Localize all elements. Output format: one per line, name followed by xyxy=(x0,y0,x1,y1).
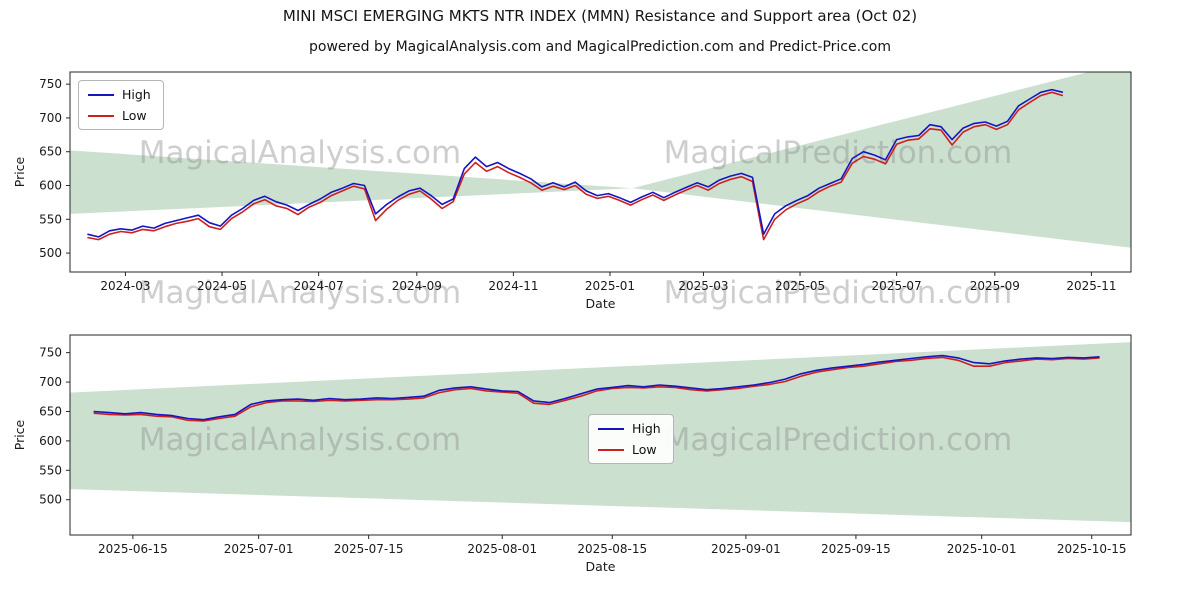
y-axis-label: Price xyxy=(12,419,27,450)
y-axis-label: Price xyxy=(12,156,27,187)
y-tick-label: 550 xyxy=(39,212,62,226)
high-line-sample xyxy=(598,427,624,430)
x-tick-label: 2024-05 xyxy=(197,279,247,293)
y-tick-label: 750 xyxy=(39,346,62,360)
legend-item-high: High xyxy=(598,421,661,436)
plot-frame xyxy=(69,334,1132,536)
y-tick-label: 700 xyxy=(39,111,62,125)
watermark-prediction: MagicalPrediction.com xyxy=(664,135,1013,171)
high-price-line xyxy=(93,354,1100,421)
x-tick-label: 2025-09-15 xyxy=(821,542,891,556)
x-tick-label: 2024-07 xyxy=(294,279,344,293)
x-tick-label: 2025-09-01 xyxy=(711,542,781,556)
legend-item-low: Low xyxy=(88,108,151,123)
x-tick-label: 2024-03 xyxy=(100,279,150,293)
support-resistance-area xyxy=(70,150,633,214)
x-tick-label: 2025-08-01 xyxy=(467,542,537,556)
x-tick-label: 2025-01 xyxy=(585,279,635,293)
x-tick-label: 2025-07-01 xyxy=(224,542,294,556)
y-tick-label: 650 xyxy=(39,404,62,418)
x-tick-label: 2025-11 xyxy=(1066,279,1116,293)
high-line-sample xyxy=(88,93,114,96)
x-tick-label: 2025-10-01 xyxy=(947,542,1017,556)
x-tick-label: 2025-07-15 xyxy=(334,542,404,556)
x-tick-label: 2025-05 xyxy=(775,279,825,293)
x-tick-label: 2024-11 xyxy=(488,279,538,293)
low-price-line xyxy=(87,91,1064,241)
x-tick-label: 2025-06-15 xyxy=(98,542,168,556)
y-tick-label: 500 xyxy=(39,493,62,507)
watermark-prediction: MagicalPrediction.com xyxy=(664,275,1013,311)
x-axis-label: Date xyxy=(586,559,616,574)
legend-item-high: High xyxy=(88,87,151,102)
x-tick-label: 2024-09 xyxy=(392,279,442,293)
y-tick-label: 700 xyxy=(39,375,62,389)
watermark-prediction: MagicalPrediction.com xyxy=(664,422,1013,458)
plot-frame xyxy=(69,71,1132,273)
y-tick-label: 650 xyxy=(39,145,62,159)
chart-title: MINI MSCI EMERGING MKTS NTR INDEX (MMN) … xyxy=(282,7,918,25)
x-tick-label: 2025-09 xyxy=(970,279,1020,293)
watermark-analysis: MagicalAnalysis.com xyxy=(139,275,461,311)
low-line-sample xyxy=(598,448,624,451)
x-tick-label: 2025-03 xyxy=(678,279,728,293)
x-tick-label: 2025-10-15 xyxy=(1057,542,1127,556)
x-tick-label: 2025-08-15 xyxy=(577,542,647,556)
high-price-line xyxy=(87,88,1064,238)
legend-item-low: Low xyxy=(598,442,661,457)
y-tick-label: 500 xyxy=(39,246,62,260)
watermark-analysis: MagicalAnalysis.com xyxy=(139,135,461,171)
support-resistance-band xyxy=(70,72,1131,248)
y-tick-label: 600 xyxy=(39,434,62,448)
y-tick-label: 750 xyxy=(39,77,62,91)
support-resistance-area xyxy=(632,72,1131,248)
low-line-sample xyxy=(88,114,114,117)
x-tick-label: 2025-07 xyxy=(872,279,922,293)
legend-bottom: High Low xyxy=(588,414,674,464)
legend-label-high: High xyxy=(122,87,151,102)
watermark-analysis: MagicalAnalysis.com xyxy=(139,422,461,458)
y-tick-label: 550 xyxy=(39,463,62,477)
y-tick-label: 600 xyxy=(39,179,62,193)
chart-subtitle: powered by MagicalAnalysis.com and Magic… xyxy=(309,39,891,55)
legend-label-low: Low xyxy=(122,108,147,123)
legend-top: High Low xyxy=(78,80,164,130)
low-price-line xyxy=(93,356,1100,422)
legend-label-low: Low xyxy=(632,442,657,457)
legend-label-high: High xyxy=(632,421,661,436)
x-axis-label: Date xyxy=(586,296,616,311)
